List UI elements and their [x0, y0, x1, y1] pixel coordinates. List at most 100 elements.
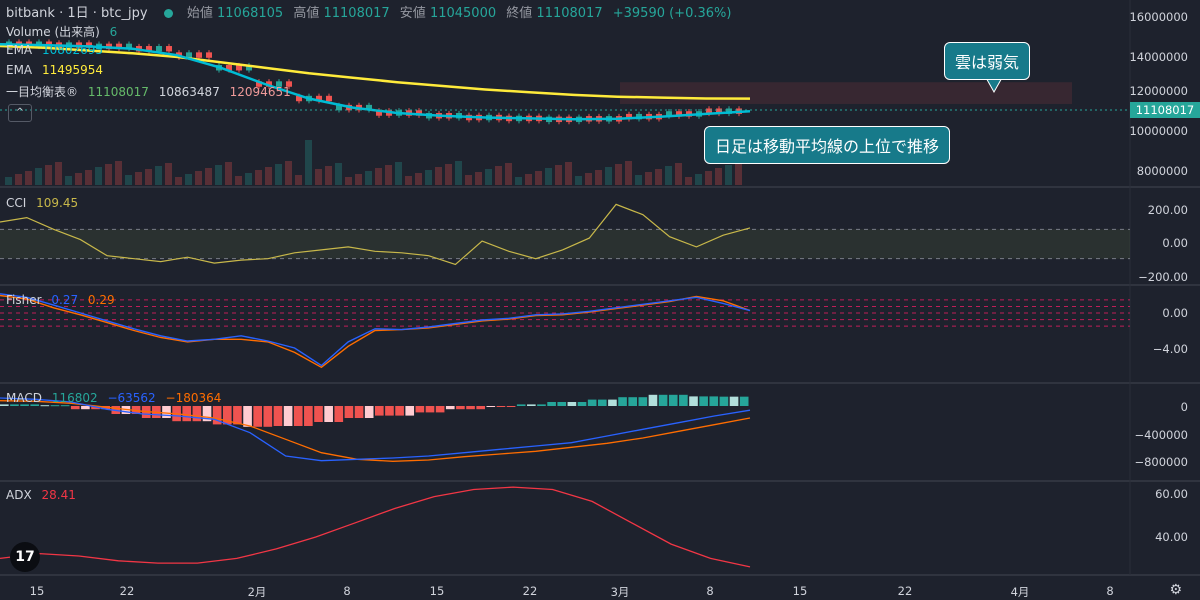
close-value: 11108017: [536, 6, 603, 21]
time-tick-0: 15: [29, 584, 45, 598]
cci-tick-1: 0.00: [1162, 236, 1188, 250]
candle-body: [326, 95, 332, 102]
volume-bar: [325, 166, 332, 185]
macd-line: [0, 397, 751, 462]
volume-bar: [695, 174, 702, 185]
macd-histogram-bar: [719, 396, 729, 406]
macd-histogram-bar: [608, 399, 617, 406]
macd-histogram-bar: [81, 406, 90, 410]
volume-bar: [295, 175, 302, 185]
macd-histogram-bar: [253, 406, 263, 427]
volume-bar: [265, 167, 272, 185]
macd-histogram-bar: [466, 406, 475, 410]
volume-bar: [345, 177, 352, 185]
adx-tick-0: 60.00: [1155, 487, 1188, 501]
macd-histogram-bar: [344, 406, 354, 418]
macd-histogram-bar: [679, 394, 688, 406]
legend-ichimoku-v1: 11108017: [87, 85, 149, 99]
macd-histogram-bar: [233, 406, 242, 425]
candle-body: [296, 95, 302, 102]
legend-volume[interactable]: Volume (出来高) 6: [6, 23, 117, 40]
time-tick-10: 4月: [1010, 585, 1030, 599]
macd-histogram-bar: [263, 406, 273, 427]
volume-bar: [15, 174, 22, 185]
time-tick-11: 8: [1106, 584, 1114, 598]
volume-bar: [395, 162, 402, 185]
close-label: 終値: [506, 6, 533, 21]
macd-histogram-bar: [385, 406, 394, 416]
volume-bar: [465, 175, 472, 185]
candle-body: [226, 65, 232, 71]
volume-bar: [355, 174, 362, 185]
candle-body: [266, 81, 272, 87]
cci-legend[interactable]: CCI 109.45: [6, 196, 78, 210]
macd-histogram-bar: [618, 397, 627, 406]
collapse-legend-button[interactable]: ^: [8, 104, 32, 122]
candle-body: [156, 46, 162, 52]
volume-bar: [5, 177, 12, 185]
volume-bar: [455, 161, 462, 185]
candle-body: [366, 104, 372, 111]
callout-cloud-bearish: 雲は弱気: [944, 42, 1031, 80]
open-label: 始値: [186, 6, 213, 21]
legend-ichimoku-v3: 12094651: [229, 85, 291, 99]
macd-histogram-bar: [587, 399, 597, 406]
volume-bar: [335, 163, 342, 185]
price-tick-0: 16000000: [1129, 10, 1188, 24]
macd-legend[interactable]: MACD 116802 −63562 −180364: [6, 391, 221, 405]
volume-bar: [585, 173, 592, 185]
volume-bar: [235, 176, 242, 185]
fisher-trigger-line: [0, 294, 751, 369]
volume-bar: [655, 169, 662, 185]
macd-histogram-bar: [628, 397, 638, 406]
time-tick-1: 22: [119, 584, 135, 598]
cci-line: [0, 203, 751, 266]
macd-histogram-bar: [375, 406, 384, 416]
macd-signal-value: −180364: [165, 391, 222, 405]
macd-histogram-bar: [638, 397, 648, 406]
macd-histogram-bar: [516, 404, 526, 406]
symbol-title[interactable]: bitbank · 1日 · btc_jpy: [6, 6, 148, 21]
legend-ema-fast[interactable]: EMA 10802695: [6, 43, 103, 57]
volume-bar: [485, 169, 492, 185]
volume-bar: [525, 174, 532, 185]
volume-bar: [95, 167, 102, 185]
candle-body: [196, 52, 202, 58]
tradingview-logo[interactable]: 17: [10, 542, 40, 572]
macd-name: MACD: [6, 391, 42, 405]
candle-body: [336, 104, 342, 111]
low-label: 安値: [399, 6, 426, 21]
legend-ema-slow[interactable]: EMA 11495954: [6, 63, 103, 77]
macd-histogram-bar: [283, 406, 293, 426]
macd-histogram-bar: [537, 404, 546, 406]
macd-histogram-bar: [405, 406, 415, 416]
volume-bar: [275, 164, 282, 185]
adx-legend[interactable]: ADX 28.41: [6, 488, 76, 502]
volume-bar: [705, 171, 712, 185]
fisher-line: [0, 293, 751, 367]
settings-gear-icon[interactable]: ⚙: [1169, 582, 1182, 598]
volume-bar: [625, 161, 632, 185]
volume-bar: [65, 176, 72, 185]
macd-histogram-bar: [547, 402, 556, 406]
candle-body: [186, 52, 192, 58]
legend-ema-fast-value: 10802695: [41, 43, 104, 57]
macd-histogram-bar: [445, 406, 455, 410]
volume-bar: [195, 171, 202, 185]
fisher-legend[interactable]: Fisher 0.27 0.29: [6, 293, 115, 307]
macd-histogram-bar: [70, 406, 80, 410]
macd-histogram-bar: [395, 406, 404, 416]
macd-line-value: −63562: [107, 391, 156, 405]
time-tick-5: 22: [522, 584, 538, 598]
macd-hist-value: 116802: [51, 391, 98, 405]
candle-body: [116, 43, 122, 50]
ema-fast-line: [0, 42, 751, 121]
legend-ichimoku[interactable]: 一目均衡表® 11108017 10863487 12094651: [6, 83, 291, 100]
fisher-tick-1: −4.00: [1152, 342, 1188, 356]
volume-bar: [685, 177, 692, 185]
macd-histogram-bar: [567, 402, 577, 406]
legend-ichimoku-v2: 10863487: [158, 85, 220, 99]
candle-body: [706, 108, 712, 114]
adx-value: 28.41: [41, 488, 76, 502]
